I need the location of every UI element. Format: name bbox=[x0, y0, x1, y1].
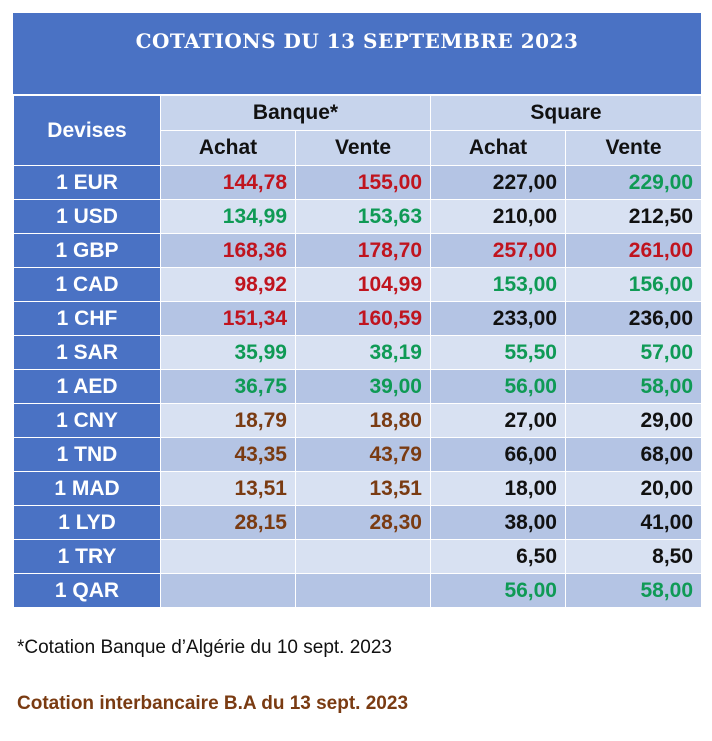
table-row: 1 QAR 56,00 58,00 bbox=[13, 573, 703, 608]
banque-achat-cell: 144,78 bbox=[160, 165, 296, 200]
quotes-body: 1 EUR 144,78 155,00 227,00 229,00 1 USD 134,99… bbox=[13, 165, 703, 608]
square-vente-cell: 156,00 bbox=[564, 267, 703, 302]
square-achat-cell: 56,00 bbox=[430, 573, 566, 608]
devise-cell: 1 MAD bbox=[13, 471, 161, 506]
square-vente-cell: 58,00 bbox=[564, 369, 703, 404]
banque-achat-header: Achat bbox=[160, 130, 296, 166]
square-achat-cell: 55,50 bbox=[430, 335, 566, 370]
devise-cell: 1 AED bbox=[13, 369, 161, 404]
table-row: 1 AED 36,75 39,00 56,00 58,00 bbox=[13, 369, 703, 404]
square-achat-cell: 233,00 bbox=[430, 301, 566, 336]
banque-vente-cell: 155,00 bbox=[295, 165, 431, 200]
devise-cell: 1 CAD bbox=[13, 267, 161, 302]
square-vente-cell: 68,00 bbox=[564, 437, 703, 472]
square-vente-cell: 229,00 bbox=[564, 165, 703, 200]
page-title: COTATIONS DU 13 SEPTEMBRE 2023 bbox=[13, 13, 701, 95]
table-row: 1 TND 43,35 43,79 66,00 68,00 bbox=[13, 437, 703, 472]
banque-achat-cell: 13,51 bbox=[160, 471, 296, 506]
square-vente-cell: 29,00 bbox=[564, 403, 703, 438]
banque-vente-cell bbox=[295, 539, 431, 574]
banque-vente-cell: 38,19 bbox=[295, 335, 431, 370]
quotes-panel: COTATIONS DU 13 SEPTEMBRE 2023 Devises B… bbox=[12, 12, 703, 609]
table-row: 1 MAD 13,51 13,51 18,00 20,00 bbox=[13, 471, 703, 506]
banque-vente-cell: 160,59 bbox=[295, 301, 431, 336]
banque-achat-cell: 151,34 bbox=[160, 301, 296, 336]
banque-vente-cell: 178,70 bbox=[295, 233, 431, 268]
banque-achat-cell: 36,75 bbox=[160, 369, 296, 404]
square-vente-cell: 41,00 bbox=[564, 505, 703, 540]
table-row: 1 CHF 151,34 160,59 233,00 236,00 bbox=[13, 301, 703, 336]
devise-cell: 1 LYD bbox=[13, 505, 161, 540]
square-achat-cell: 6,50 bbox=[430, 539, 566, 574]
square-header: Square bbox=[429, 95, 703, 131]
footnote: *Cotation Banque d’Algérie du 10 sept. 2… bbox=[17, 637, 392, 658]
table-row: 1 SAR 35,99 38,19 55,50 57,00 bbox=[13, 335, 703, 370]
banque-achat-cell: 98,92 bbox=[160, 267, 296, 302]
square-achat-cell: 66,00 bbox=[430, 437, 566, 472]
banque-achat-cell bbox=[160, 539, 296, 574]
devise-cell: 1 TND bbox=[13, 437, 161, 472]
banque-vente-cell: 28,30 bbox=[295, 505, 431, 540]
devise-cell: 1 USD bbox=[13, 199, 161, 234]
banque-header: Banque* bbox=[160, 95, 431, 131]
square-achat-cell: 227,00 bbox=[430, 165, 566, 200]
square-achat-cell: 38,00 bbox=[430, 505, 566, 540]
banque-vente-cell: 43,79 bbox=[295, 437, 431, 472]
devise-cell: 1 TRY bbox=[13, 539, 161, 574]
devises-header: Devises bbox=[13, 95, 161, 166]
table-row: 1 LYD 28,15 28,30 38,00 41,00 bbox=[13, 505, 703, 540]
interbank-note: Cotation interbancaire B.A du 13 sept. 2… bbox=[17, 693, 409, 714]
table-row: 1 USD 134,99 153,63 210,00 212,50 bbox=[13, 199, 703, 234]
banque-vente-cell: 13,51 bbox=[295, 471, 431, 506]
square-achat-cell: 153,00 bbox=[430, 267, 566, 302]
devise-cell: 1 CHF bbox=[13, 301, 161, 336]
square-vente-cell: 212,50 bbox=[564, 199, 703, 234]
banque-achat-cell: 168,36 bbox=[160, 233, 296, 268]
banque-achat-cell: 35,99 bbox=[160, 335, 296, 370]
square-vente-cell: 20,00 bbox=[564, 471, 703, 506]
square-vente-cell: 261,00 bbox=[564, 233, 703, 268]
banque-achat-cell: 43,35 bbox=[160, 437, 296, 472]
table-row: 1 CAD 98,92 104,99 153,00 156,00 bbox=[13, 267, 703, 302]
banque-achat-cell: 28,15 bbox=[160, 505, 296, 540]
square-achat-cell: 210,00 bbox=[430, 199, 566, 234]
table-row: 1 GBP 168,36 178,70 257,00 261,00 bbox=[13, 233, 703, 268]
devise-cell: 1 CNY bbox=[13, 403, 161, 438]
square-achat-header: Achat bbox=[430, 130, 566, 166]
banque-vente-cell: 104,99 bbox=[295, 267, 431, 302]
square-achat-cell: 56,00 bbox=[430, 369, 566, 404]
square-achat-cell: 18,00 bbox=[430, 471, 566, 506]
table-row: 1 TRY 6,50 8,50 bbox=[13, 539, 703, 574]
square-vente-cell: 236,00 bbox=[564, 301, 703, 336]
table-row: 1 CNY 18,79 18,80 27,00 29,00 bbox=[13, 403, 703, 438]
banque-vente-header: Vente bbox=[295, 130, 431, 166]
devise-cell: 1 SAR bbox=[13, 335, 161, 370]
banque-vente-cell: 39,00 bbox=[295, 369, 431, 404]
banque-vente-cell: 18,80 bbox=[295, 403, 431, 438]
square-achat-cell: 27,00 bbox=[430, 403, 566, 438]
quotes-table: Devises Banque* Square Achat Vente Achat… bbox=[13, 95, 703, 608]
devise-cell: 1 GBP bbox=[13, 233, 161, 268]
square-vente-cell: 58,00 bbox=[564, 573, 703, 608]
banque-vente-cell bbox=[295, 573, 431, 608]
square-achat-cell: 257,00 bbox=[430, 233, 566, 268]
square-vente-cell: 8,50 bbox=[564, 539, 703, 574]
banque-achat-cell: 134,99 bbox=[160, 199, 296, 234]
banque-vente-cell: 153,63 bbox=[295, 199, 431, 234]
devise-cell: 1 QAR bbox=[13, 573, 161, 608]
banque-achat-cell: 18,79 bbox=[160, 403, 296, 438]
square-vente-header: Vente bbox=[564, 130, 703, 166]
devise-cell: 1 EUR bbox=[13, 165, 161, 200]
banque-achat-cell bbox=[160, 573, 296, 608]
square-vente-cell: 57,00 bbox=[564, 335, 703, 370]
table-row: 1 EUR 144,78 155,00 227,00 229,00 bbox=[13, 165, 703, 200]
